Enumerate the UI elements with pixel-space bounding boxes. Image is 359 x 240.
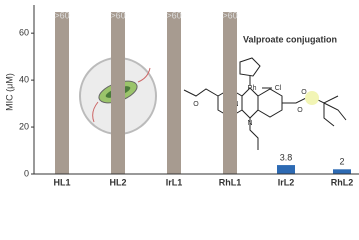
value-label: 3.8: [280, 152, 293, 162]
value-label: >60: [166, 10, 181, 20]
x-tick-label: RhL2: [331, 177, 354, 187]
y-tick-label: 40: [19, 74, 29, 84]
bar: [333, 169, 351, 174]
bar: [167, 12, 181, 174]
chart: MIC (μM) Valproate conjugation 0 20 40 60 Rh…: [4, 5, 359, 187]
value-label: >60: [54, 10, 69, 20]
annotation: Valproate conjugation: [243, 34, 337, 44]
value-label: 2: [339, 157, 344, 167]
atom-label: O: [301, 89, 307, 96]
y-tick-label: 0: [24, 168, 29, 178]
x-tick-label: RhL1: [219, 177, 242, 187]
bar: [223, 12, 237, 174]
x-tick-label: IrL2: [278, 177, 295, 187]
atom-label: Rh: [248, 85, 257, 92]
atom-label: N: [247, 120, 252, 127]
molecule-drawing: [183, 57, 347, 150]
bar: [111, 12, 125, 174]
atom-label: Cl: [275, 85, 282, 92]
x-tick-label: HL1: [53, 177, 70, 187]
x-tick-label: IrL1: [166, 177, 183, 187]
atom-label: O: [193, 101, 199, 108]
y-tick-label: 60: [19, 28, 29, 38]
x-tick-label: HL2: [109, 177, 126, 187]
y-tick-label: 20: [19, 121, 29, 131]
value-label: >60: [222, 10, 237, 20]
bar: [277, 165, 295, 174]
value-label: >60: [110, 10, 125, 20]
atom-label: O: [297, 107, 303, 114]
bar: [55, 12, 69, 174]
y-axis-label: MIC (μM): [4, 73, 14, 111]
